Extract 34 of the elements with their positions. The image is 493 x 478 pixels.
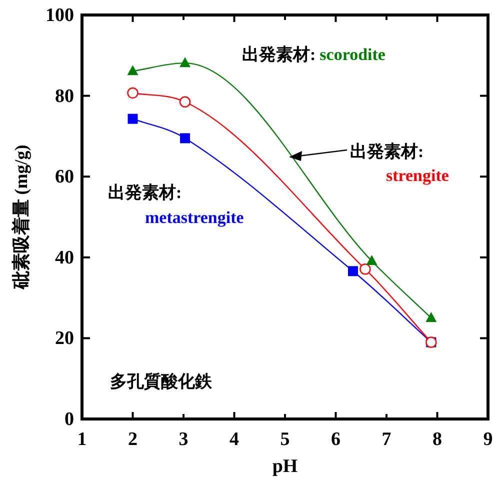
y-tick-label: 40 xyxy=(55,247,74,268)
point xyxy=(127,65,138,76)
point xyxy=(179,96,191,108)
y-axis-title: 砒素吸着量 (mg/g) xyxy=(11,144,31,290)
point xyxy=(366,255,378,266)
x-tick-label: 8 xyxy=(432,429,442,450)
annotation: 出発素材: xyxy=(350,142,424,161)
text: strengite xyxy=(386,166,450,185)
x-tick-label: 1 xyxy=(77,429,87,450)
annotation: 多孔質酸化鉄 xyxy=(110,372,213,391)
y-tick-label: 100 xyxy=(46,5,74,26)
y-tick-label: 60 xyxy=(55,166,74,188)
point xyxy=(426,312,437,322)
x-tick-label: 6 xyxy=(331,429,340,450)
point xyxy=(128,114,138,124)
x-tick-label: 4 xyxy=(230,429,240,450)
y-tick-label: 0 xyxy=(64,409,74,430)
annotation: 出発素材: xyxy=(242,45,316,64)
series-label: metastrengite xyxy=(145,208,244,227)
text: scorodite xyxy=(320,45,386,64)
x-tick-label: 9 xyxy=(483,429,493,450)
y-tick-label: 20 xyxy=(55,328,74,350)
x-tick-label: 5 xyxy=(280,429,290,450)
point xyxy=(127,87,138,99)
point xyxy=(180,57,191,68)
point xyxy=(348,266,358,276)
annotation: 出発素材: xyxy=(108,183,182,202)
point xyxy=(180,133,190,144)
x-tick-label: 3 xyxy=(178,429,188,450)
point xyxy=(360,264,371,275)
x-tick-label: 2 xyxy=(128,429,138,450)
y-tick-label: 80 xyxy=(55,86,74,107)
x-tick-label: 7 xyxy=(382,429,392,450)
x-axis-title: pH xyxy=(272,456,298,477)
